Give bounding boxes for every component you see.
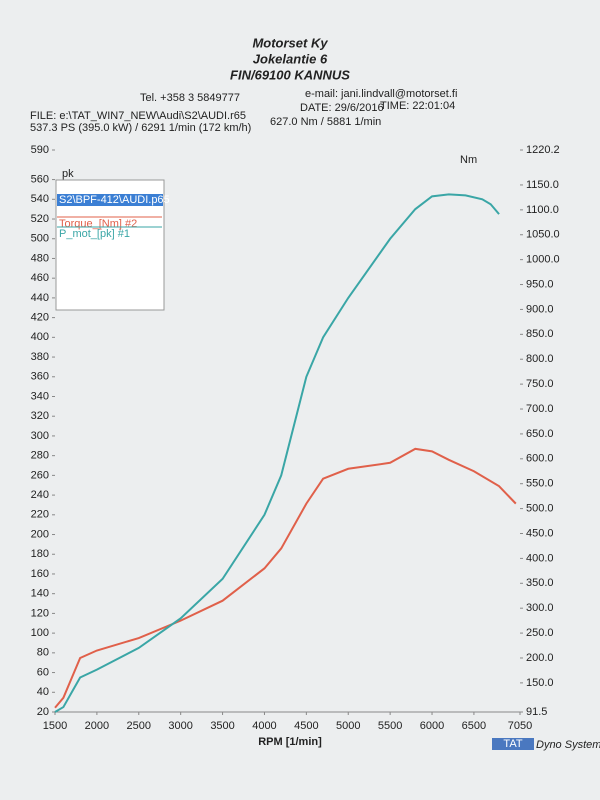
y2-tick-label: 450.0 [526, 527, 554, 539]
x-tick-label: 7050 [508, 720, 532, 732]
y-tick-label: 480 [31, 252, 49, 264]
y2-tick-label: 700.0 [526, 403, 554, 415]
y-tick-label: 180 [31, 548, 49, 560]
legend-title: S2\BPF-412\AUDI.p65 [59, 194, 170, 206]
y2-tick-label: 550.0 [526, 478, 554, 490]
series-line [54, 193, 500, 713]
y-tick-label: 200 [31, 528, 49, 540]
y-tick-label: 320 [31, 410, 49, 422]
y-unit: pk [62, 168, 74, 180]
y2-tick-label: 750.0 [526, 378, 554, 390]
x-tick-label: 3500 [210, 720, 234, 732]
y2-tick-label: 1050.0 [526, 229, 560, 241]
y-tick-label: 500 [31, 233, 49, 245]
x-tick-label: 5500 [378, 720, 402, 732]
legend-label: P_mot_[pk] #1 [59, 228, 130, 240]
y-tick-label: 80 [37, 647, 49, 659]
y-tick-label: 460 [31, 272, 49, 284]
y-tick-label: 100 [31, 627, 49, 639]
x-tick-label: 2500 [127, 720, 151, 732]
y-tick-label: 400 [31, 331, 49, 343]
street: Jokelantie 6 [253, 51, 328, 66]
y-tick-label: 40 [37, 686, 49, 698]
y-tick-label: 560 [31, 173, 49, 185]
y2-tick-label: 250.0 [526, 627, 554, 639]
y2-tick-label: 350.0 [526, 577, 554, 589]
torque-peak: 627.0 Nm / 5881 1/min [270, 116, 381, 128]
y-tick-label: 540 [31, 193, 49, 205]
y-tick-label: 420 [31, 312, 49, 324]
y2-tick-label: 91.5 [526, 706, 547, 718]
y2-tick-label: 1100.0 [526, 204, 559, 216]
y2-unit: Nm [460, 154, 477, 166]
logo: TAT [503, 738, 522, 750]
y2-tick-label: 600.0 [526, 453, 554, 465]
y2-tick-label: 1000.0 [526, 254, 560, 266]
x-title: RPM [1/min] [258, 736, 322, 748]
y-tick-label: 220 [31, 509, 49, 521]
y-tick-label: 20 [37, 706, 49, 718]
y-tick-label: 120 [31, 607, 49, 619]
y-tick-label: 590 [31, 144, 49, 156]
x-tick-label: 4500 [294, 720, 318, 732]
y-tick-label: 300 [31, 430, 49, 442]
legend-highlight [57, 194, 163, 206]
y-tick-label: 280 [31, 450, 49, 462]
company: Motorset Ky [252, 35, 328, 50]
y-tick-label: 60 [37, 666, 49, 678]
y2-tick-label: 900.0 [526, 303, 554, 315]
y2-tick-label: 400.0 [526, 552, 554, 564]
y2-tick-label: 650.0 [526, 428, 554, 440]
x-tick-label: 2000 [85, 720, 109, 732]
x-tick-label: 6000 [420, 720, 444, 732]
footer-text: Dyno System [536, 739, 600, 751]
y2-tick-label: 800.0 [526, 353, 554, 365]
y-tick-label: 240 [31, 489, 49, 501]
y2-tick-label: 1150.0 [526, 179, 559, 191]
x-tick-label: 6500 [462, 720, 486, 732]
time: TIME: 22:01:04 [380, 100, 455, 112]
date: DATE: 29/6/2016 [300, 102, 384, 114]
y-tick-label: 440 [31, 292, 49, 304]
y2-tick-label: 1220.2 [526, 144, 560, 156]
y2-tick-label: 850.0 [526, 328, 554, 340]
email: e-mail: jani.lindvall@motorset.fi [305, 88, 457, 100]
phone: Tel. +358 3 5849777 [140, 92, 240, 104]
y-tick-label: 360 [31, 371, 49, 383]
y2-tick-label: 300.0 [526, 602, 554, 614]
y-tick-label: 260 [31, 469, 49, 481]
x-tick-label: 5000 [336, 720, 360, 732]
x-tick-label: 4000 [252, 720, 276, 732]
y2-tick-label: 200.0 [526, 652, 554, 664]
y2-tick-label: 150.0 [526, 677, 554, 689]
y-tick-label: 340 [31, 390, 49, 402]
city: FIN/69100 KANNUS [230, 67, 350, 82]
series-line [54, 447, 517, 709]
y-tick-label: 160 [31, 568, 49, 580]
x-tick-label: 3000 [168, 720, 192, 732]
power-peak: 537.3 PS (395.0 kW) / 6291 1/min (172 km… [30, 122, 251, 134]
file: FILE: e:\TAT_WIN7_NEW\Audi\S2\AUDI.r65 [30, 110, 246, 122]
logo-box [492, 738, 534, 750]
y-tick-label: 520 [31, 213, 49, 225]
y2-tick-label: 950.0 [526, 278, 554, 290]
x-tick-label: 1500 [43, 720, 67, 732]
y-tick-label: 140 [31, 588, 49, 600]
y-tick-label: 380 [31, 351, 49, 363]
y2-tick-label: 500.0 [526, 503, 554, 515]
